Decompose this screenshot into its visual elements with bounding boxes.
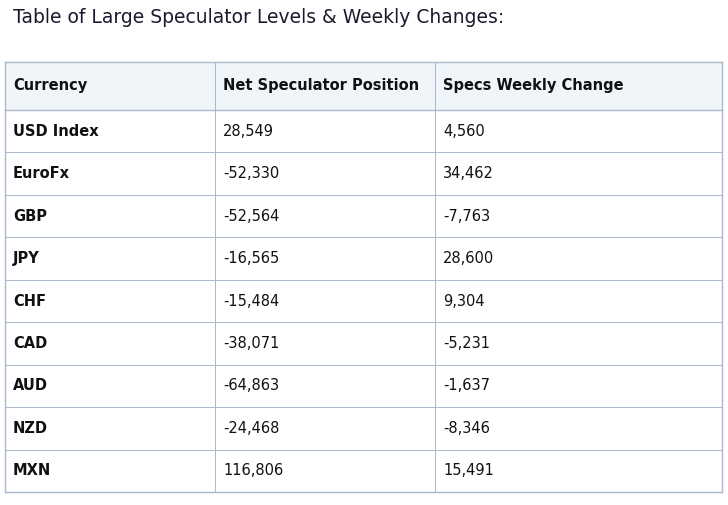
Text: -38,071: -38,071 <box>223 336 280 351</box>
Text: 4,560: 4,560 <box>443 124 485 139</box>
Text: -15,484: -15,484 <box>223 293 280 309</box>
Text: Currency: Currency <box>13 78 87 93</box>
Text: -1,637: -1,637 <box>443 378 490 393</box>
Text: 28,600: 28,600 <box>443 251 494 266</box>
Text: NZD: NZD <box>13 421 48 436</box>
Text: GBP: GBP <box>13 209 47 224</box>
Text: CAD: CAD <box>13 336 47 351</box>
Text: AUD: AUD <box>13 378 48 393</box>
Text: CHF: CHF <box>13 293 46 309</box>
Text: JPY: JPY <box>13 251 40 266</box>
Text: Table of Large Speculator Levels & Weekly Changes:: Table of Large Speculator Levels & Weekl… <box>13 8 505 27</box>
Text: 34,462: 34,462 <box>443 166 494 181</box>
Text: -16,565: -16,565 <box>223 251 280 266</box>
Text: -8,346: -8,346 <box>443 421 490 436</box>
Text: -7,763: -7,763 <box>443 209 490 224</box>
Text: 9,304: 9,304 <box>443 293 485 309</box>
Text: 28,549: 28,549 <box>223 124 274 139</box>
Text: -52,330: -52,330 <box>223 166 280 181</box>
Text: Specs Weekly Change: Specs Weekly Change <box>443 78 624 93</box>
Bar <box>5 62 722 110</box>
Text: USD Index: USD Index <box>13 124 98 139</box>
Text: -52,564: -52,564 <box>223 209 280 224</box>
Text: 15,491: 15,491 <box>443 463 494 478</box>
Text: -64,863: -64,863 <box>223 378 279 393</box>
Text: EuroFx: EuroFx <box>13 166 70 181</box>
Text: -24,468: -24,468 <box>223 421 280 436</box>
Text: Net Speculator Position: Net Speculator Position <box>223 78 419 93</box>
Text: -5,231: -5,231 <box>443 336 490 351</box>
Text: MXN: MXN <box>13 463 51 478</box>
Text: 116,806: 116,806 <box>223 463 283 478</box>
